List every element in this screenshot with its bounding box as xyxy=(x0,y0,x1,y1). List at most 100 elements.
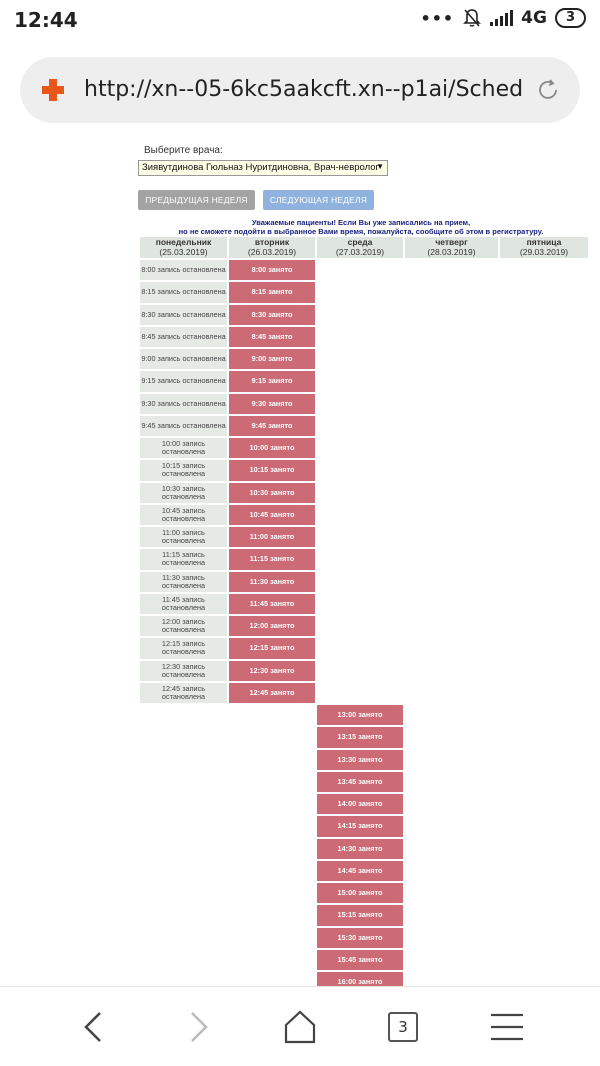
day-header: понедельник (25.03.2019) xyxy=(140,237,227,258)
notice-line-1: Уважаемые пациенты! Если Вы уже записали… xyxy=(251,218,471,227)
slot-empty xyxy=(405,282,498,302)
table-row: 10:45 запись остановлена 10:45 занято xyxy=(140,504,588,525)
prev-week-button[interactable]: ПРЕДЫДУЩАЯ НЕДЕЛЯ xyxy=(138,190,255,210)
next-week-button[interactable]: СЛЕДУЮЩАЯ НЕДЕЛЯ xyxy=(263,190,374,210)
table-row: 9:30 запись остановлена 9:30 занято xyxy=(140,393,588,414)
slot-empty xyxy=(405,705,498,725)
slot-empty xyxy=(317,460,403,480)
slot-busy: 9:30 занято xyxy=(229,393,315,414)
slot-empty xyxy=(500,394,588,414)
table-row: 8:00 запись остановлена 8:00 занято xyxy=(140,260,588,281)
slot-empty xyxy=(140,950,227,970)
slot-empty xyxy=(317,371,403,391)
battery-icon: 3 xyxy=(554,8,586,28)
slot-empty xyxy=(317,282,403,302)
home-icon[interactable] xyxy=(280,1007,320,1047)
notifications-off-icon xyxy=(463,9,482,27)
slot-empty xyxy=(500,816,588,836)
slot-empty xyxy=(500,928,588,948)
slot-closed: 9:45 запись остановлена xyxy=(140,415,227,436)
status-icons: ••• 4G 3 xyxy=(420,8,586,28)
back-icon[interactable] xyxy=(74,1007,114,1047)
slot-empty xyxy=(405,572,498,592)
slot-busy: 14:30 занято xyxy=(317,838,403,859)
slot-empty xyxy=(405,460,498,480)
table-row: 13:45 занято xyxy=(140,771,588,792)
table-row: 15:30 занято xyxy=(140,927,588,948)
slot-busy: 11:45 занято xyxy=(229,593,315,614)
day-header: среда (27.03.2019) xyxy=(317,237,403,258)
slot-empty xyxy=(229,861,315,881)
slot-empty xyxy=(140,816,227,836)
table-row: 14:15 занято xyxy=(140,816,588,837)
slot-empty xyxy=(500,549,588,569)
slot-empty xyxy=(500,616,588,636)
slot-closed: 10:00 запись остановлена xyxy=(140,438,227,459)
slot-busy: 12:45 занято xyxy=(229,682,315,703)
slot-busy: 15:30 занято xyxy=(317,927,403,948)
table-row: 10:15 запись остановлена 10:15 занято xyxy=(140,460,588,481)
url-text[interactable]: http://xn--05-6kc5aakcft.xn--p1ai/Sched xyxy=(84,77,524,102)
reload-icon[interactable] xyxy=(536,78,560,102)
slot-empty xyxy=(500,839,588,859)
table-row: 12:15 запись остановлена 12:15 занято xyxy=(140,638,588,659)
slot-closed: 11:45 запись остановлена xyxy=(140,593,227,614)
slot-empty xyxy=(500,772,588,792)
doctor-select[interactable]: Зиявутдинова Гюльназ Нуритдиновна, Врач-… xyxy=(138,160,388,176)
slot-empty xyxy=(405,750,498,770)
slot-closed: 12:15 запись остановлена xyxy=(140,638,227,659)
slot-empty xyxy=(229,839,315,859)
table-row: 15:00 занято xyxy=(140,883,588,904)
slot-empty xyxy=(317,661,403,681)
table-row: 14:30 занято xyxy=(140,838,588,859)
slot-empty xyxy=(500,638,588,658)
forward-icon[interactable] xyxy=(178,1007,218,1047)
slot-empty xyxy=(405,394,498,414)
slot-empty xyxy=(500,572,588,592)
day-name: четверг xyxy=(435,237,468,247)
slot-busy: 11:30 занято xyxy=(229,571,315,592)
table-row: 14:45 занято xyxy=(140,860,588,881)
week-navigation: ПРЕДЫДУЩАЯ НЕДЕЛЯ СЛЕДУЮЩАЯ НЕДЕЛЯ xyxy=(138,190,584,210)
slot-empty xyxy=(500,260,588,280)
slot-empty xyxy=(405,483,498,503)
slot-closed: 10:15 запись остановлена xyxy=(140,460,227,481)
red-cross-icon xyxy=(42,79,64,101)
table-row: 12:45 запись остановлена 12:45 занято xyxy=(140,682,588,703)
slot-busy: 10:30 занято xyxy=(229,482,315,503)
slot-empty xyxy=(405,549,498,569)
slot-busy: 15:45 занято xyxy=(317,949,403,970)
slot-empty xyxy=(405,905,498,925)
slot-empty xyxy=(317,616,403,636)
slot-empty xyxy=(317,438,403,458)
day-date: (29.03.2019) xyxy=(519,246,569,257)
slot-empty xyxy=(500,349,588,369)
day-name: вторник xyxy=(254,237,290,247)
slot-empty xyxy=(500,371,588,391)
table-row: 9:15 запись остановлена 9:15 занято xyxy=(140,371,588,392)
slot-empty xyxy=(405,727,498,747)
slot-empty xyxy=(405,416,498,436)
slot-empty xyxy=(229,705,315,725)
page-content: Выберите врача: Зиявутдинова Гюльназ Нур… xyxy=(138,145,584,236)
tabs-icon[interactable]: 3 xyxy=(388,1012,418,1042)
table-row: 13:30 занято xyxy=(140,749,588,770)
menu-icon[interactable] xyxy=(487,1007,527,1047)
slot-busy: 11:00 занято xyxy=(229,527,315,548)
slot-empty xyxy=(140,861,227,881)
more-notifications-icon: ••• xyxy=(420,8,455,28)
slot-empty xyxy=(500,527,588,547)
slot-empty xyxy=(317,505,403,525)
table-row: 14:00 занято xyxy=(140,794,588,815)
slot-closed: 9:15 запись остановлена xyxy=(140,371,227,392)
slot-busy: 11:15 занято xyxy=(229,549,315,570)
slot-closed: 10:30 запись остановлена xyxy=(140,482,227,503)
slot-busy: 8:00 занято xyxy=(229,260,315,281)
slot-empty xyxy=(229,816,315,836)
table-row: 13:15 занято xyxy=(140,727,588,748)
address-bar[interactable]: http://xn--05-6kc5aakcft.xn--p1ai/Sched xyxy=(20,57,580,123)
slot-empty xyxy=(140,772,227,792)
slot-busy: 9:45 занято xyxy=(229,415,315,436)
day-name: среда xyxy=(347,237,373,247)
slot-empty xyxy=(500,905,588,925)
